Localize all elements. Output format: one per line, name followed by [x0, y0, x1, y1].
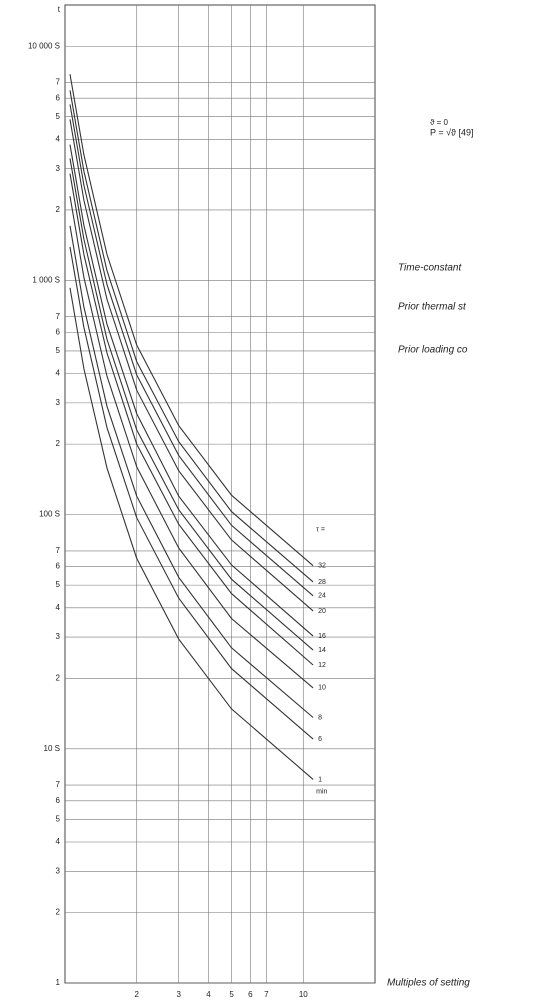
y-tick-label: 1 000 S — [32, 276, 60, 285]
y-tick-label: 7 — [56, 546, 61, 555]
curve — [69, 90, 314, 583]
y-tick-label: 3 — [56, 632, 61, 641]
y-tick-label: 2 — [56, 205, 61, 214]
y-tick-label: 5 — [56, 580, 61, 589]
curve — [69, 225, 314, 718]
annotation: P = √ϑ [49] — [430, 127, 473, 137]
x-tick-label: 5 — [229, 990, 234, 999]
annotation: Prior loading co — [398, 345, 468, 356]
y-tick-label: 3 — [56, 398, 61, 407]
curve — [69, 246, 314, 740]
curve — [69, 119, 314, 612]
curve-label: 8 — [318, 714, 322, 721]
y-axis-label: t — [58, 5, 61, 14]
y-tick-label: 100 S — [39, 510, 60, 519]
curve-label: 10 — [318, 685, 326, 692]
curve — [69, 196, 314, 689]
y-tick-label: 10 S — [44, 744, 60, 753]
curve — [69, 74, 314, 567]
y-tick-label: 3 — [56, 164, 61, 173]
y-tick-label: 7 — [56, 780, 61, 789]
annotation: Time-constant — [398, 263, 462, 274]
y-tick-label: 4 — [56, 135, 61, 144]
y-tick-label: 5 — [56, 346, 61, 355]
y-tick-label: 2 — [56, 673, 61, 682]
curve-title: τ = — [316, 527, 325, 534]
curve-label: 28 — [318, 579, 326, 586]
x-tick-label: 6 — [248, 990, 253, 999]
curve-label: 12 — [318, 662, 326, 669]
curve-label: 32 — [318, 563, 326, 570]
curve-label: 16 — [318, 633, 326, 640]
x-tick-label: 10 — [299, 990, 308, 999]
curve — [69, 104, 314, 597]
curve-label: 6 — [318, 736, 322, 743]
y-tick-label: 3 — [56, 866, 61, 875]
x-tick-label: 2 — [135, 990, 140, 999]
y-tick-label: 6 — [56, 562, 61, 571]
y-tick-label: 6 — [56, 796, 61, 805]
y-tick-label: 7 — [56, 78, 61, 87]
y-tick-label: 4 — [56, 837, 61, 846]
y-tick-label: 5 — [56, 112, 61, 121]
curve — [69, 144, 314, 637]
curve-label: 14 — [318, 647, 326, 654]
y-tick-label: 5 — [56, 814, 61, 823]
curve-label: 1 — [318, 776, 322, 783]
curve — [69, 173, 314, 666]
annotation: ϑ = 0 — [430, 118, 448, 127]
y-tick-label: 4 — [56, 369, 61, 378]
curve-label: 20 — [318, 608, 326, 615]
y-tick-label: 1 — [56, 978, 61, 987]
y-tick-label: 6 — [56, 93, 61, 102]
curve — [69, 158, 314, 651]
annotation: Prior thermal st — [398, 302, 467, 313]
x-axis-label: Multiples of setting — [387, 978, 470, 989]
y-tick-label: 6 — [56, 327, 61, 336]
curve — [69, 287, 314, 780]
y-tick-label: 10 000 S — [28, 41, 60, 50]
y-tick-label: 2 — [56, 908, 61, 917]
x-tick-label: 7 — [264, 990, 269, 999]
y-tick-label: 4 — [56, 603, 61, 612]
curve-label: 24 — [318, 593, 326, 600]
y-tick-label: 2 — [56, 439, 61, 448]
curve-unit: min — [316, 788, 327, 795]
y-tick-label: 7 — [56, 312, 61, 321]
x-tick-label: 4 — [206, 990, 211, 999]
x-tick-label: 3 — [176, 990, 181, 999]
